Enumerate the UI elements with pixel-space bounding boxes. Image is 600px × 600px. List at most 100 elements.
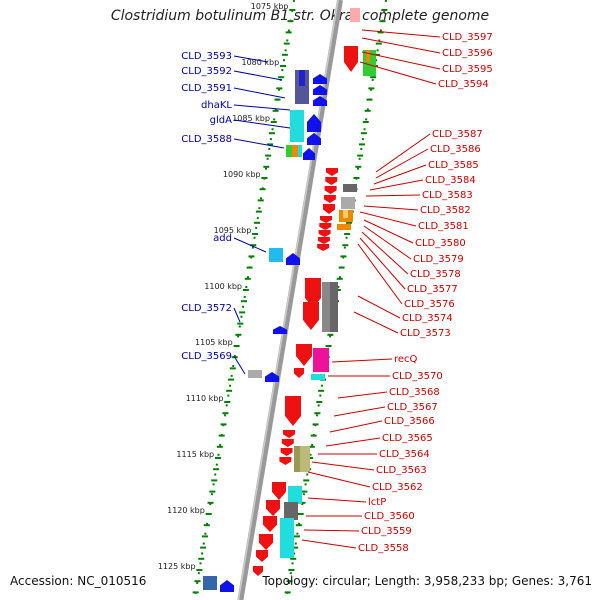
gene-block [313,348,329,372]
label-leader-line [373,164,427,185]
gene-label: CLD_3568 [389,387,440,398]
accession-text: Accession: NC_010516 [10,574,147,588]
gene-arrow-forward [313,74,327,84]
gene-arrow-reverse [294,368,304,378]
label-leader-line [307,497,367,503]
scale-label: 1105 kbp [195,338,233,347]
label-leader-line [325,437,381,447]
gene-arrow-reverse [319,223,332,230]
gene-block [292,145,298,157]
summary-text: Topology: circular; Length: 3,958,233 bp… [262,574,592,588]
gene-arrow-forward [220,580,234,592]
gene-arrow-forward [273,326,287,334]
gene-block [280,518,294,558]
gene-arrow-reverse [272,482,286,500]
gene-label: CLD_3567 [387,402,438,413]
gene-label: CLD_3584 [425,175,476,186]
label-leader-line [363,205,419,211]
label-leader-line [311,461,375,471]
gene-arrow-reverse [283,430,295,438]
gene-label: CLD_3558 [358,543,409,554]
map-title: Clostridium botulinum B1 str. Okra, comp… [110,8,490,24]
gene-label: CLD_3581 [418,221,469,232]
gene-arrow-reverse [281,439,294,447]
gene-label: dhaKL [201,100,232,111]
label-leader-line [329,420,383,433]
gene-block [341,197,355,209]
gene-label: CLD_3573 [400,328,451,339]
gene-label: CLD_3560 [364,511,415,522]
gene-label: CLD_3594 [438,79,489,90]
label-leader-line [359,211,417,227]
gene-arrow-reverse [280,448,293,456]
label-leader-line [375,133,431,173]
gene-label: CLD_3577 [407,284,458,295]
gene-label: CLD_3588 [181,134,232,145]
gene-label: CLD_3565 [382,433,433,444]
scale-label: 1075 kbp [251,2,289,11]
gene-block [294,446,300,472]
gene-label: CLD_3563 [376,465,427,476]
gene-label: CLD_3585 [428,160,479,171]
gene-label: lctP [368,497,386,508]
gene-block [299,70,305,86]
gene-arrow-reverse [318,230,331,237]
gene-block [290,110,304,142]
label-leader-line [361,51,441,70]
gene-arrow-forward [307,133,321,145]
gene-label: CLD_3579 [413,254,464,265]
label-leader-line [233,55,269,63]
label-leader-line [369,179,424,191]
gene-arrow-reverse [317,237,330,244]
label-leader-line [363,225,412,260]
label-leader-line [333,406,386,417]
label-leader-line [307,471,371,488]
gene-label: CLD_3591 [181,83,232,94]
gene-arrow-reverse [259,534,273,550]
label-leader-line [233,138,285,149]
gene-label: CLD_3564 [379,449,430,460]
gene-label: recQ [394,354,418,365]
gene-block [248,370,262,378]
label-leader-line [357,295,401,319]
gene-block [269,248,283,262]
scale-label: 1080 kbp [242,58,280,67]
label-leader-line [359,237,406,290]
gene-label: CLD_3572 [181,303,232,314]
gene-block [366,50,370,62]
label-leader-line [331,358,393,363]
gene-arrow-reverse [303,302,319,330]
gene-label: CLD_3578 [410,269,461,280]
gene-arrow-reverse [344,46,358,72]
label-leader-line [357,243,403,305]
label-leader-line [359,61,437,85]
gene-arrow-reverse [325,177,338,185]
gene-arrow-reverse [266,500,280,516]
label-layer: CLD_3593 CLD_3592 CLD_3591 dhaKL gldA CLD_358… [181,32,492,554]
gene-arrow-reverse [296,344,312,366]
gene-arrow-reverse [279,457,292,465]
gene-arrow-reverse [320,216,332,223]
gene-block [311,374,325,380]
scale-label: 1115 kbp [176,450,214,459]
label-leader-line [363,219,414,244]
label-leader-line [337,391,388,399]
gene-block [286,145,292,157]
gene-arrow-forward [307,114,321,132]
gene-label: CLD_3586 [430,144,481,155]
label-leader-line [233,119,291,129]
label-leader-line [353,311,399,334]
label-leader-line [375,148,429,179]
gene-arrow-forward [265,372,279,382]
label-leader-line [303,529,360,532]
gene-arrow-reverse [305,278,321,308]
gene-block [203,576,217,590]
scale-label: 1100 kbp [204,282,242,291]
gene-label: CLD_3595 [442,64,493,75]
scale-label: 1085 kbp [232,114,270,123]
gene-label: CLD_3593 [181,51,232,62]
gene-arrow-forward [303,148,315,160]
gene-label: CLD_3562 [372,482,423,493]
gene-label: CLD_3587 [432,129,483,140]
gene-label: CLD_3576 [404,299,455,310]
